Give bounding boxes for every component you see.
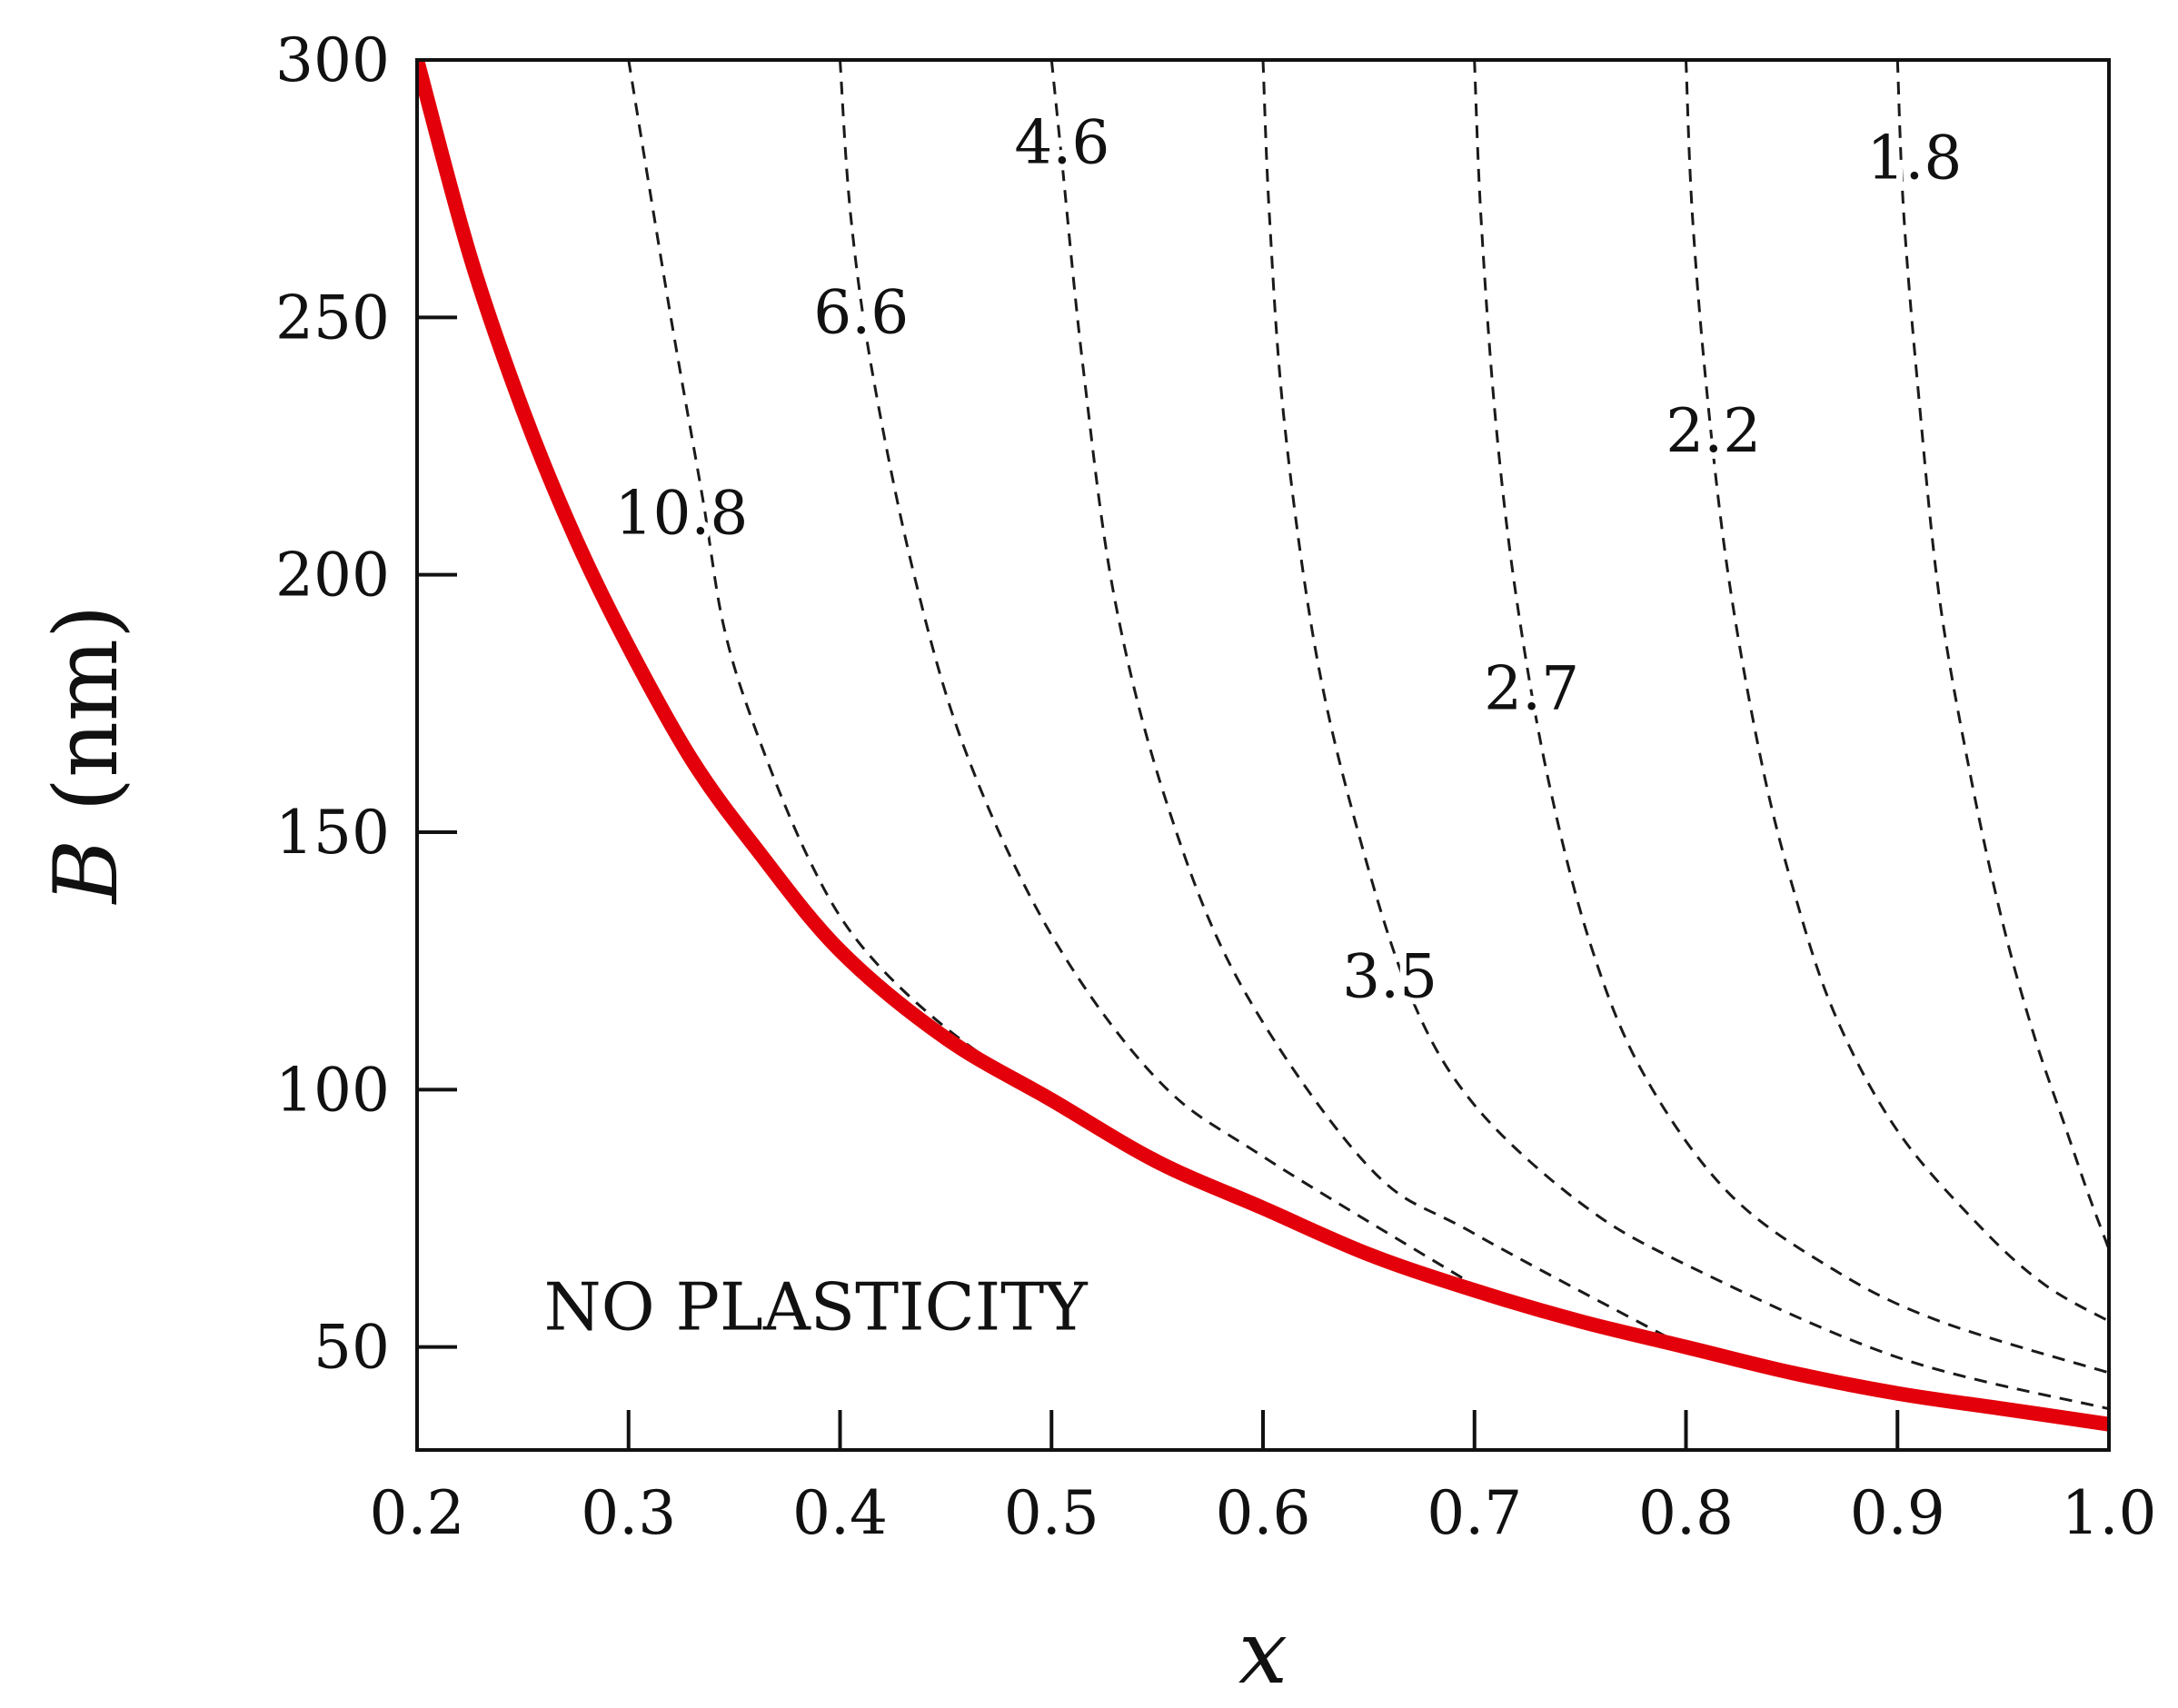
y-tick-label: 100 [275,1055,390,1125]
y-axis-title-unit: (nm) [35,605,137,812]
contour-layer [627,60,2109,1411]
x-tick-label: 0.2 [370,1478,465,1548]
contour-label-6-6: 6.6 [813,278,909,348]
x-axis-title: x [1238,1602,1288,1703]
x-tick-label: 0.6 [1216,1478,1311,1548]
y-tick-label: 200 [275,541,390,611]
contour-line-3-5 [1261,60,2109,1411]
x-tick-label: 0.9 [1850,1478,1945,1548]
contour-label-2-2: 2.2 [1666,396,1761,466]
ticks-layer: 0.2 0.3 0.4 0.5 0.6 0.7 0.8 0.9 1.0 50 100 150 200 25… [275,25,2156,1548]
contour-line-4-6 [1049,60,1687,1349]
y-tick-label: 250 [275,283,390,353]
contour-line-2-2 [1685,60,2109,1323]
y-tick-label: 300 [275,25,390,95]
plot-frame [415,58,2111,1452]
y-axis-title: B (nm) [35,605,137,906]
critical-curve [417,60,2109,1432]
contour-line-2-7 [1473,60,2109,1375]
contour-label-2-7: 2.7 [1484,653,1579,723]
x-tick-label: 0.5 [1004,1478,1099,1548]
contour-label-1-8: 1.8 [1866,124,1962,194]
y-axis-title-symbol: B [35,839,137,906]
x-tick-label: 0.3 [581,1478,676,1548]
contour-label-4-6: 4.6 [1014,108,1109,178]
y-tick-label: 150 [275,798,390,868]
x-tick-label: 0.4 [792,1478,888,1548]
x-tick-label: 0.7 [1427,1478,1522,1548]
region-label-no-plasticity: NO PLASTICITY [544,1268,1089,1345]
critical-layer [417,60,2109,1432]
contour-line-6-6 [839,60,1476,1286]
labels-layer: 10.8 6.6 4.6 3.5 2.7 2.2 1.8 [608,102,1968,1018]
contour-label-10-8: 10.8 [614,479,748,549]
x-tick-label: 0.8 [1638,1478,1734,1548]
y-tick-label: 50 [313,1313,390,1383]
contour-label-3-5: 3.5 [1342,942,1437,1012]
x-tick-label: 1.0 [2062,1478,2157,1548]
